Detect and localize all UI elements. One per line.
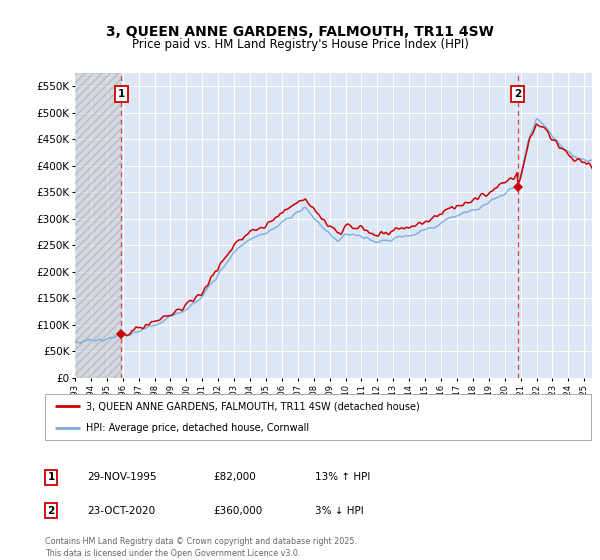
Text: 1: 1 bbox=[47, 472, 55, 482]
Text: £82,000: £82,000 bbox=[213, 472, 256, 482]
Bar bbox=[75, 73, 121, 378]
Text: Price paid vs. HM Land Registry's House Price Index (HPI): Price paid vs. HM Land Registry's House … bbox=[131, 38, 469, 51]
Text: £360,000: £360,000 bbox=[213, 506, 262, 516]
Text: 3, QUEEN ANNE GARDENS, FALMOUTH, TR11 4SW (detached house): 3, QUEEN ANNE GARDENS, FALMOUTH, TR11 4S… bbox=[86, 401, 420, 411]
Text: 3% ↓ HPI: 3% ↓ HPI bbox=[315, 506, 364, 516]
Text: HPI: Average price, detached house, Cornwall: HPI: Average price, detached house, Corn… bbox=[86, 423, 309, 433]
Text: 29-NOV-1995: 29-NOV-1995 bbox=[87, 472, 157, 482]
Text: 3, QUEEN ANNE GARDENS, FALMOUTH, TR11 4SW: 3, QUEEN ANNE GARDENS, FALMOUTH, TR11 4S… bbox=[106, 25, 494, 39]
Text: 23-OCT-2020: 23-OCT-2020 bbox=[87, 506, 155, 516]
Text: 2: 2 bbox=[47, 506, 55, 516]
Text: 1: 1 bbox=[118, 89, 125, 99]
Text: Contains HM Land Registry data © Crown copyright and database right 2025.
This d: Contains HM Land Registry data © Crown c… bbox=[45, 537, 357, 558]
Text: 2: 2 bbox=[514, 89, 521, 99]
Text: 13% ↑ HPI: 13% ↑ HPI bbox=[315, 472, 370, 482]
